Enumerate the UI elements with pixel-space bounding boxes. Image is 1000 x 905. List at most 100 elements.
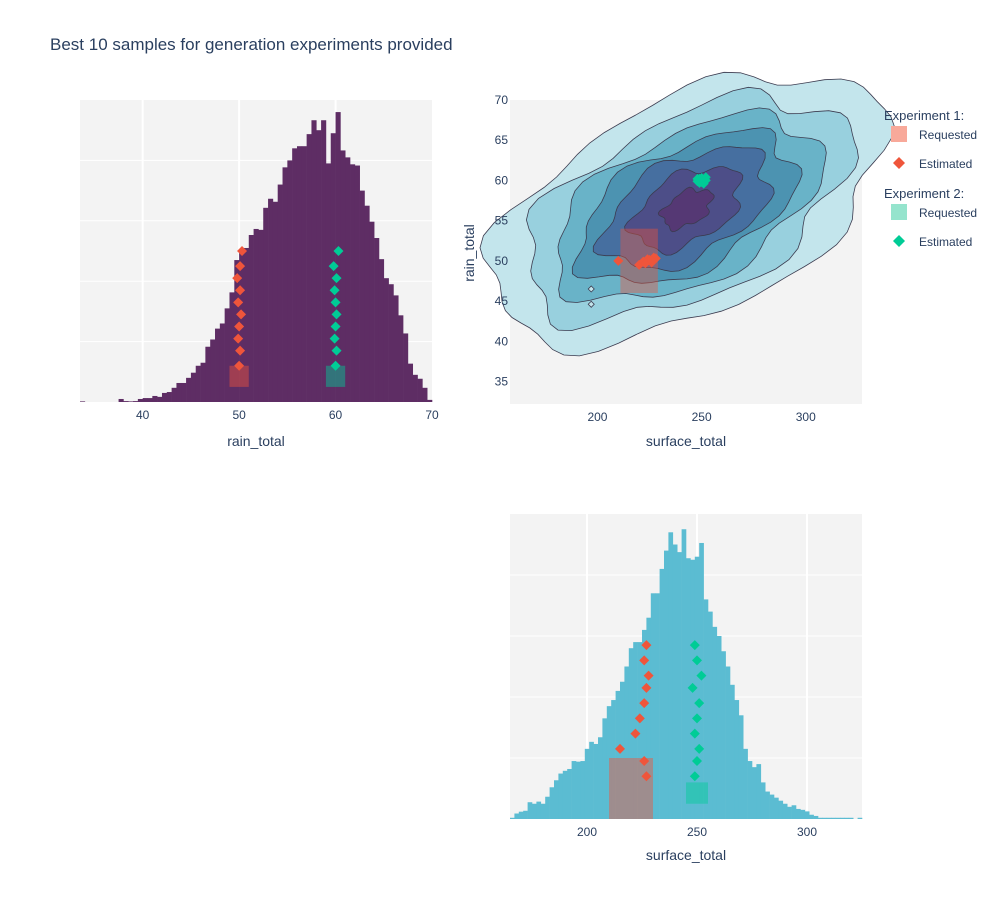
rain-bar: [176, 382, 182, 402]
surface-bar: [540, 803, 546, 819]
surface-bar: [752, 767, 757, 819]
surface-bar: [523, 810, 528, 819]
rain-bar: [219, 323, 225, 402]
contour-y-tick-label: 45: [495, 294, 509, 308]
surface-bar: [655, 593, 660, 819]
rain-bar: [398, 315, 404, 402]
rain-bar: [335, 112, 341, 402]
rain-exp1-estimated-point: [235, 345, 246, 356]
rain-exp1-estimated-point: [233, 333, 244, 344]
rain-bar: [301, 146, 307, 402]
surface-bar: [527, 802, 533, 819]
surface-bar: [545, 796, 550, 819]
surface-exp1-estimated-point: [641, 771, 652, 782]
rain-bar: [195, 365, 201, 402]
surface-exp2-requested-box: [686, 782, 708, 804]
legend-exp2-estimated-label[interactable]: Estimated: [919, 235, 972, 249]
surface-bar: [734, 700, 740, 819]
rain-bar: [383, 278, 389, 402]
surface-bar: [826, 817, 832, 819]
contour-exp1-estimated-point: [613, 255, 624, 266]
surface-bar: [835, 817, 841, 819]
rain-bar: [166, 392, 172, 402]
rain-bar: [277, 184, 283, 402]
rain-exp2-estimated-point: [329, 333, 340, 344]
surface-bar: [822, 817, 828, 819]
rain-exp2-estimated-point: [331, 273, 342, 284]
rain-exp1-estimated-point: [237, 246, 248, 256]
rain-exp1-requested-box: [229, 365, 249, 387]
legend-exp1-requested-label[interactable]: Requested: [919, 128, 977, 142]
surface-bar: [532, 803, 537, 819]
surface-exp2-estimated-point: [689, 728, 700, 739]
surface-x-tick-label: 300: [797, 825, 817, 839]
contour-outlier: [587, 285, 595, 293]
rain-exp2-estimated-point: [331, 309, 342, 320]
rain-bar: [427, 399, 433, 402]
surface-bar: [518, 811, 524, 819]
surface-histogram-panel: 200 250 300 surface_total: [510, 514, 863, 863]
legend-exp1-requested-swatch[interactable]: [891, 126, 907, 142]
rain-bar: [123, 401, 129, 402]
surface-bar: [765, 791, 770, 819]
surface-x-tick-label: 200: [577, 825, 597, 839]
contour-y-axis-label: rain_total: [461, 224, 477, 282]
surface-bar: [514, 813, 520, 819]
surface-bar: [562, 770, 568, 819]
rain-x-tick-label: 50: [232, 408, 246, 422]
rain-exp2-estimated-point: [330, 297, 341, 308]
legend-group-1-title: Experiment 1:: [884, 108, 964, 123]
surface-exp2-estimated-point: [696, 670, 707, 681]
rain-exp2-requested-box: [325, 365, 346, 387]
surface-bar: [716, 636, 722, 819]
surface-bar: [804, 811, 810, 819]
surface-x-tick-label: 250: [687, 825, 707, 839]
rain-bar: [311, 120, 317, 402]
surface-bar: [681, 529, 687, 819]
contour-y-tick-label: 55: [495, 214, 509, 228]
surface-bar: [686, 558, 691, 819]
legend-exp2-requested-swatch[interactable]: [891, 204, 907, 220]
rain-bar: [374, 238, 380, 402]
contour-level: [657, 186, 715, 233]
rain-bar: [272, 201, 278, 402]
surface-bar: [857, 817, 863, 819]
rain-bar: [282, 167, 288, 402]
legend-exp2-requested-label[interactable]: Requested: [919, 206, 977, 220]
surface-bar: [650, 593, 656, 819]
surface-bar: [831, 817, 836, 819]
rain-bar: [142, 398, 148, 402]
surface-bar: [606, 706, 612, 819]
surface-bar: [558, 773, 564, 819]
rain-bar: [325, 163, 332, 402]
contour-exp1-estimated-point: [646, 255, 657, 266]
surface-exp2-estimated-point: [692, 713, 702, 724]
rain-bar: [215, 328, 221, 402]
rain-x-axis-label: rain_total: [227, 433, 285, 449]
contour-y-tick-label: 70: [495, 93, 509, 107]
surface-bar: [800, 809, 806, 819]
surface-bar: [664, 550, 669, 819]
rain-bar: [316, 130, 322, 402]
legend-exp2-estimated-marker[interactable]: [893, 235, 905, 247]
surface-bar: [567, 768, 572, 819]
legend-exp1-estimated-marker[interactable]: [893, 157, 905, 169]
surface-bar: [699, 542, 704, 819]
rain-bar: [147, 398, 153, 402]
rain-bar: [345, 157, 351, 402]
surface-exp1-estimated-point: [639, 756, 650, 767]
surface-bar: [721, 651, 726, 819]
rain-bar: [80, 401, 86, 402]
rain-bar: [268, 198, 274, 402]
surface-bar: [536, 801, 542, 819]
legend-group-2-title: Experiment 2:: [884, 186, 964, 201]
rain-exp2-estimated-point: [330, 360, 341, 371]
surface-exp1-estimated-point: [639, 655, 650, 666]
rain-bar: [181, 382, 187, 402]
surface-exp2-estimated-point: [689, 771, 700, 782]
legend-exp1-estimated-label[interactable]: Estimated: [919, 157, 972, 171]
rain-bar: [296, 146, 303, 402]
rain-bar: [137, 398, 143, 402]
legend[interactable]: Experiment 1: Requested Estimated Experi…: [884, 108, 977, 249]
